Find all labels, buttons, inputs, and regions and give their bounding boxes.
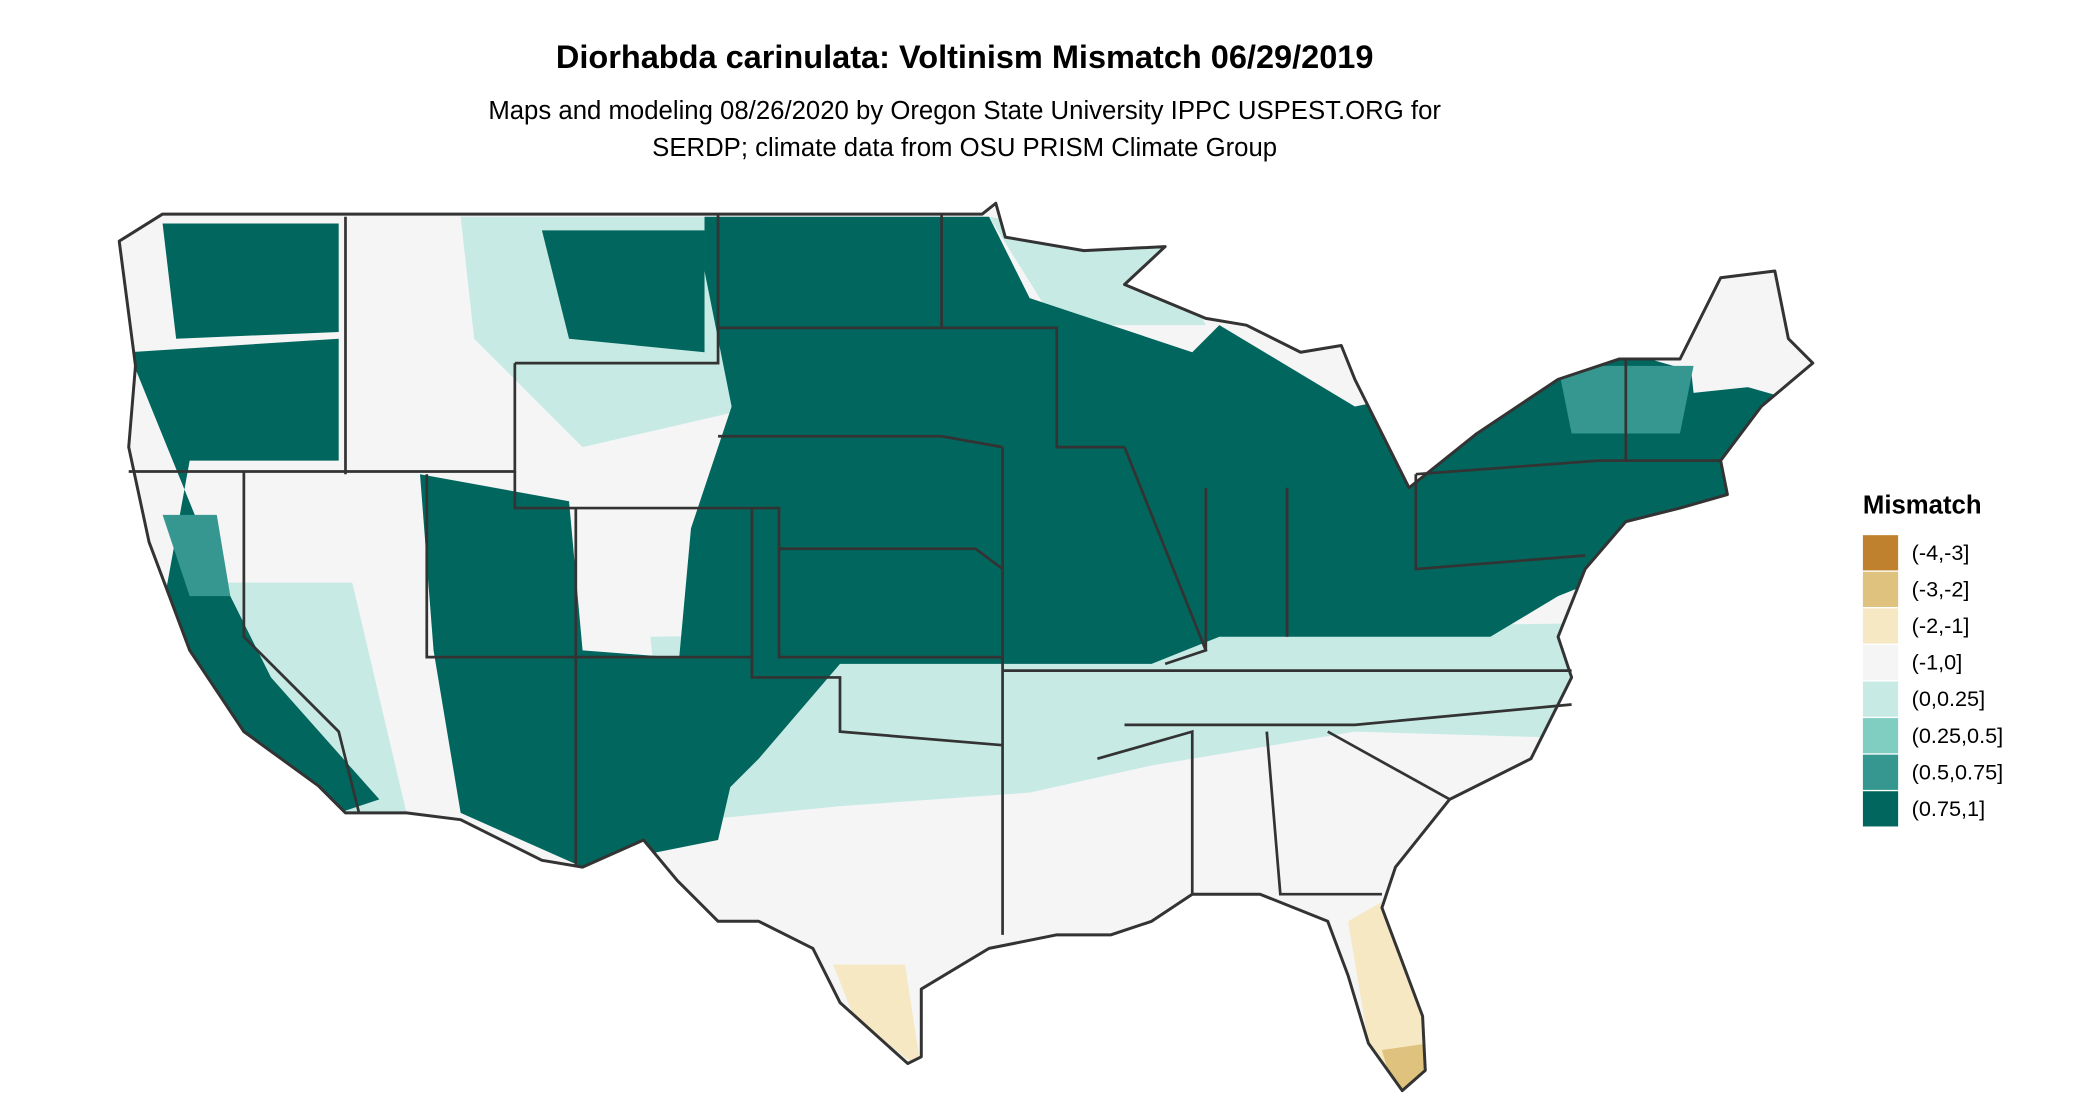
legend-label: (-3,-2] xyxy=(1912,576,1970,601)
region xyxy=(420,474,759,868)
legend-label: (-2,-1] xyxy=(1912,613,1970,638)
legend-label: (-1,0] xyxy=(1912,650,1963,675)
region xyxy=(128,338,380,813)
legend-label: (-4,-3] xyxy=(1912,540,1970,565)
map-subtitle: Maps and modeling 08/26/2020 by Oregon S… xyxy=(488,97,1441,125)
region xyxy=(162,514,231,597)
region xyxy=(833,964,922,1071)
legend-swatch xyxy=(1862,718,1899,754)
state-borders xyxy=(128,214,1721,935)
legend-label: (0.75,1] xyxy=(1912,796,1985,821)
legend-swatch xyxy=(1862,644,1899,681)
legend-label: (0,0.25] xyxy=(1912,686,1985,711)
legend-label: (0.25,0.5] xyxy=(1912,723,2004,748)
legend-swatch xyxy=(1862,571,1899,607)
region xyxy=(677,216,1813,813)
region xyxy=(650,623,1586,820)
map-title: Diorhabda carinulata: Voltinism Mismatch… xyxy=(556,39,1374,75)
legend-swatch xyxy=(1862,681,1899,717)
region xyxy=(541,230,705,353)
legend-label: (0.5,0.75] xyxy=(1912,759,2004,784)
legend-title: Mismatch xyxy=(1863,492,1982,520)
map-subtitle: SERDP; climate data from OSU PRISM Clima… xyxy=(652,134,1277,162)
legend-swatch xyxy=(1862,791,1899,827)
legend: (-4,-3] (-3,-2] (-2,-1] (-1,0] (0,0.25] (0.25… xyxy=(1862,535,2004,827)
legend-swatch xyxy=(1862,535,1899,571)
legend-swatch xyxy=(1862,754,1899,790)
legend-swatch xyxy=(1862,608,1899,644)
region xyxy=(162,223,339,339)
